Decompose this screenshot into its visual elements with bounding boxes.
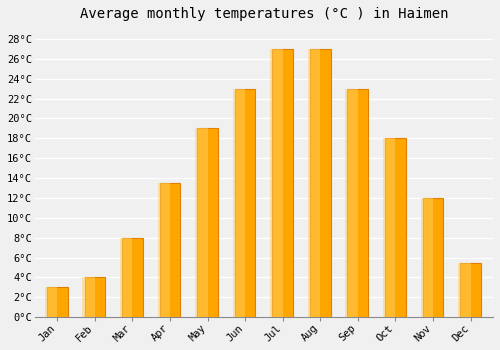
Title: Average monthly temperatures (°C ) in Haimen: Average monthly temperatures (°C ) in Ha… xyxy=(80,7,448,21)
Bar xyxy=(346,89,358,317)
Bar xyxy=(84,278,105,317)
Bar xyxy=(235,89,256,317)
Bar xyxy=(308,49,320,317)
Bar xyxy=(422,198,444,317)
Bar xyxy=(195,128,207,317)
Bar xyxy=(420,198,433,317)
Bar xyxy=(310,49,330,317)
Bar xyxy=(45,287,58,317)
Bar xyxy=(272,49,293,317)
Bar xyxy=(158,183,170,317)
Bar xyxy=(232,89,245,317)
Bar xyxy=(120,238,132,317)
Bar xyxy=(348,89,368,317)
Bar xyxy=(383,138,396,317)
Bar xyxy=(458,262,470,317)
Bar xyxy=(270,49,282,317)
Bar xyxy=(122,238,142,317)
Bar xyxy=(460,262,481,317)
Bar xyxy=(82,278,95,317)
Bar xyxy=(385,138,406,317)
Bar xyxy=(160,183,180,317)
Bar xyxy=(197,128,218,317)
Bar xyxy=(47,287,68,317)
